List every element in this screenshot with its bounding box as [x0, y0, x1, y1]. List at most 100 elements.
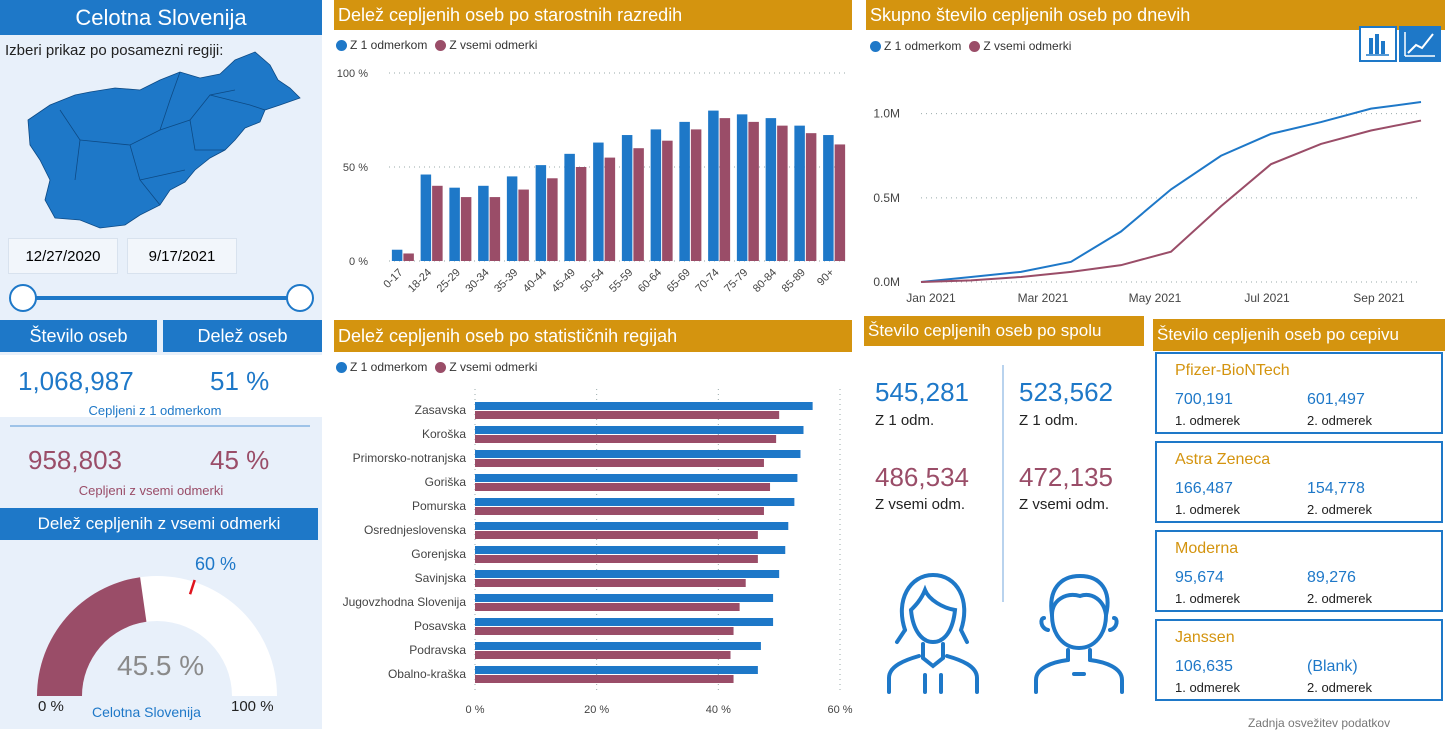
- age-bar[interactable]: [765, 118, 777, 261]
- region-bar[interactable]: [475, 666, 758, 674]
- age-bar[interactable]: [708, 110, 719, 261]
- gauge-title-text: Delež cepljenih z vsemi odmerki: [37, 514, 281, 533]
- legend-item-all[interactable]: Z vsemi odmerki: [435, 38, 537, 52]
- region-chart-title: Delež cepljenih oseb po statističnih reg…: [334, 320, 852, 352]
- age-bar[interactable]: [794, 125, 805, 261]
- age-bar[interactable]: [719, 118, 731, 261]
- age-bar[interactable]: [564, 153, 575, 261]
- age-bar[interactable]: [506, 176, 518, 261]
- region-bar[interactable]: [475, 642, 761, 650]
- slovenia-map[interactable]: [20, 50, 310, 235]
- region-bar[interactable]: [475, 402, 813, 410]
- female-one-label: Z 1 odm.: [875, 412, 935, 429]
- vaccine-dose1-label: 1. odmerek: [1175, 680, 1241, 695]
- region-bar[interactable]: [475, 618, 774, 626]
- time-legend-item-all[interactable]: Z vsemi odmerki: [969, 39, 1071, 53]
- region-legend-all-text: Z vsemi odmerki: [449, 360, 538, 374]
- age-bar[interactable]: [432, 185, 443, 261]
- age-bar[interactable]: [489, 197, 501, 261]
- region-bar[interactable]: [475, 603, 740, 611]
- age-bar[interactable]: [420, 174, 432, 261]
- time-series-line[interactable]: [920, 101, 1422, 283]
- region-bar[interactable]: [475, 546, 786, 554]
- bar-view-button[interactable]: [1359, 26, 1397, 62]
- age-bar[interactable]: [805, 133, 817, 261]
- vaccine-dose2-count: 89,276: [1307, 569, 1356, 586]
- region-bar[interactable]: [475, 627, 734, 635]
- legend-item-one[interactable]: Z 1 odmerkom: [336, 38, 427, 52]
- age-bar[interactable]: [391, 249, 403, 261]
- vaccine-card[interactable]: Janssen 106,635 1. odmerek (Blank) 2. odmere…: [1155, 619, 1443, 701]
- region-bar[interactable]: [475, 555, 758, 563]
- age-bar[interactable]: [621, 135, 633, 261]
- vaccine-dose2-label: 2. odmerek: [1307, 413, 1373, 428]
- time-xtick: Jul 2021: [1244, 291, 1290, 305]
- time-series-line[interactable]: [920, 119, 1422, 283]
- age-bar[interactable]: [547, 178, 558, 261]
- age-bar[interactable]: [478, 185, 489, 261]
- age-bar[interactable]: [736, 114, 748, 261]
- region-bar[interactable]: [475, 675, 734, 683]
- region-xtick: 60 %: [827, 704, 852, 716]
- age-bar[interactable]: [403, 253, 414, 261]
- region-bar[interactable]: [475, 426, 804, 434]
- age-bar[interactable]: [679, 121, 690, 261]
- age-bar[interactable]: [575, 167, 587, 261]
- region-bar[interactable]: [475, 411, 780, 419]
- age-bar[interactable]: [662, 140, 673, 261]
- age-bar[interactable]: [535, 165, 547, 261]
- age-bar[interactable]: [690, 129, 702, 261]
- age-bar[interactable]: [633, 148, 644, 261]
- age-bar[interactable]: [748, 121, 759, 261]
- region-label: Gorenjska: [411, 547, 466, 561]
- region-bar[interactable]: [475, 450, 801, 458]
- age-ytick: 0 %: [349, 256, 368, 268]
- region-bar[interactable]: [475, 570, 780, 578]
- region-bar[interactable]: [475, 579, 746, 587]
- region-bar[interactable]: [475, 507, 764, 515]
- vaccine-card[interactable]: Pfizer-BioNTech 700,191 1. odmerek 601,497 2…: [1155, 352, 1443, 434]
- region-bar[interactable]: [475, 435, 777, 443]
- map-shape[interactable]: [27, 51, 301, 229]
- age-bar[interactable]: [823, 135, 834, 261]
- region-label: Jugovzhodna Slovenija: [343, 595, 467, 609]
- age-bar[interactable]: [593, 142, 604, 261]
- date-slider-handle-start[interactable]: [9, 284, 37, 312]
- age-bar[interactable]: [460, 197, 472, 261]
- region-bar[interactable]: [475, 483, 771, 491]
- age-bar[interactable]: [650, 129, 662, 261]
- region-bar[interactable]: [475, 651, 731, 659]
- date-start[interactable]: 12/27/2020: [8, 238, 118, 274]
- vaccine-dose2-label: 2. odmerek: [1307, 680, 1373, 695]
- vaccine-dose1-label: 1. odmerek: [1175, 502, 1241, 517]
- male-all-label: Z vsemi odm.: [1019, 496, 1110, 513]
- region-title: Celotna Slovenija: [0, 0, 322, 35]
- region-bar[interactable]: [475, 522, 789, 530]
- count-header-text: Število oseb: [29, 325, 128, 346]
- region-bar[interactable]: [475, 474, 798, 482]
- age-bar[interactable]: [518, 189, 529, 261]
- region-legend-item-all[interactable]: Z vsemi odmerki: [435, 360, 537, 374]
- age-bar[interactable]: [449, 187, 460, 261]
- time-legend-item-one[interactable]: Z 1 odmerkom: [870, 39, 961, 53]
- region-legend-dot-blue: [336, 362, 347, 374]
- age-bar[interactable]: [834, 144, 846, 261]
- region-bar[interactable]: [475, 498, 795, 506]
- age-bar[interactable]: [604, 157, 616, 261]
- bar-chart-icon: [1366, 34, 1389, 56]
- region-bar[interactable]: [475, 594, 774, 602]
- vaccine-dose1-label: 1. odmerek: [1175, 413, 1241, 428]
- vaccine-card[interactable]: Astra Zeneca 166,487 1. odmerek 154,778 2. o…: [1155, 441, 1443, 523]
- age-xtick: 60-64: [636, 267, 664, 295]
- region-label: Primorsko-notranjska: [353, 451, 467, 465]
- line-view-button[interactable]: [1399, 26, 1441, 62]
- region-bar[interactable]: [475, 459, 764, 467]
- date-end[interactable]: 9/17/2021: [127, 238, 237, 274]
- region-bar[interactable]: [475, 531, 758, 539]
- age-bar[interactable]: [777, 125, 788, 261]
- vaccine-card[interactable]: Moderna 95,674 1. odmerek 89,276 2. odmerek: [1155, 530, 1443, 612]
- region-label: Podravska: [409, 643, 466, 657]
- date-slider-track: [22, 296, 300, 300]
- region-legend-item-one[interactable]: Z 1 odmerkom: [336, 360, 427, 374]
- date-slider-handle-end[interactable]: [286, 284, 314, 312]
